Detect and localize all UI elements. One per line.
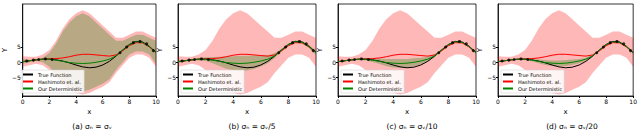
svg-text:2: 2: [204, 98, 208, 105]
svg-text:6: 6: [101, 98, 105, 105]
svg-text:5: 5: [172, 43, 176, 50]
svg-text:0: 0: [176, 98, 180, 105]
svg-text:10: 10: [629, 98, 637, 105]
svg-text:x: x: [87, 108, 91, 116]
svg-text:6: 6: [259, 98, 263, 105]
svg-text:8: 8: [286, 98, 290, 105]
svg-text:5: 5: [332, 43, 336, 50]
svg-text:0: 0: [496, 98, 500, 105]
svg-text:0: 0: [17, 59, 21, 66]
svg-text:Y: Y: [1, 47, 9, 53]
svg-text:2: 2: [523, 98, 527, 105]
svg-text:x: x: [405, 108, 409, 116]
svg-text:5: 5: [17, 43, 21, 50]
svg-text:x: x: [245, 108, 249, 116]
svg-text:4: 4: [391, 98, 395, 105]
svg-text:6: 6: [419, 98, 423, 105]
svg-text:4: 4: [74, 98, 78, 105]
svg-text:0: 0: [21, 98, 25, 105]
svg-text:Y: Y: [156, 47, 164, 53]
svg-text:10: 10: [152, 98, 160, 105]
svg-text:6: 6: [577, 98, 581, 105]
svg-text:True Function: True Function: [197, 72, 231, 78]
svg-text:Hashimoto et. al.: Hashimoto et. al.: [358, 79, 401, 85]
svg-text:True Function: True Function: [37, 72, 71, 78]
svg-text:Hashimoto et. al.: Hashimoto et. al.: [518, 79, 561, 85]
svg-text:True Function: True Function: [357, 72, 391, 78]
svg-text:−5: −5: [167, 74, 176, 81]
svg-text:Hashimoto et. al.: Hashimoto et. al.: [38, 79, 81, 85]
svg-text:Our Deterministic: Our Deterministic: [358, 86, 402, 92]
svg-text:2: 2: [47, 98, 51, 105]
svg-text:5: 5: [492, 43, 496, 50]
svg-text:0: 0: [336, 98, 340, 105]
svg-text:Y: Y: [316, 47, 324, 53]
svg-text:−5: −5: [487, 74, 496, 81]
svg-text:Our Deterministic: Our Deterministic: [38, 86, 82, 92]
svg-text:8: 8: [446, 98, 450, 105]
svg-text:Y: Y: [476, 47, 484, 53]
svg-text:−5: −5: [327, 74, 336, 81]
svg-text:x: x: [564, 108, 568, 116]
svg-text:(c) σₙ = σᵥ/10: (c) σₙ = σᵥ/10: [386, 122, 437, 131]
svg-text:8: 8: [604, 98, 608, 105]
svg-text:2: 2: [364, 98, 368, 105]
svg-text:(d) σₙ = σᵥ/20: (d) σₙ = σᵥ/20: [546, 122, 598, 131]
svg-text:(b) σₙ = σᵥ/5: (b) σₙ = σᵥ/5: [229, 122, 276, 131]
svg-text:0: 0: [172, 59, 176, 66]
svg-text:Our Deterministic: Our Deterministic: [198, 86, 242, 92]
svg-text:Hashimoto et. al.: Hashimoto et. al.: [198, 79, 241, 85]
svg-text:10: 10: [312, 98, 320, 105]
svg-text:4: 4: [231, 98, 235, 105]
svg-text:Our Deterministic: Our Deterministic: [518, 86, 562, 92]
svg-text:(a) σₙ = σᵥ: (a) σₙ = σᵥ: [72, 122, 112, 131]
svg-text:True Function: True Function: [517, 72, 551, 78]
svg-text:4: 4: [550, 98, 554, 105]
svg-text:−5: −5: [12, 74, 21, 81]
svg-text:0: 0: [332, 59, 336, 66]
svg-text:8: 8: [127, 98, 131, 105]
svg-text:10: 10: [472, 98, 480, 105]
svg-text:0: 0: [492, 59, 496, 66]
